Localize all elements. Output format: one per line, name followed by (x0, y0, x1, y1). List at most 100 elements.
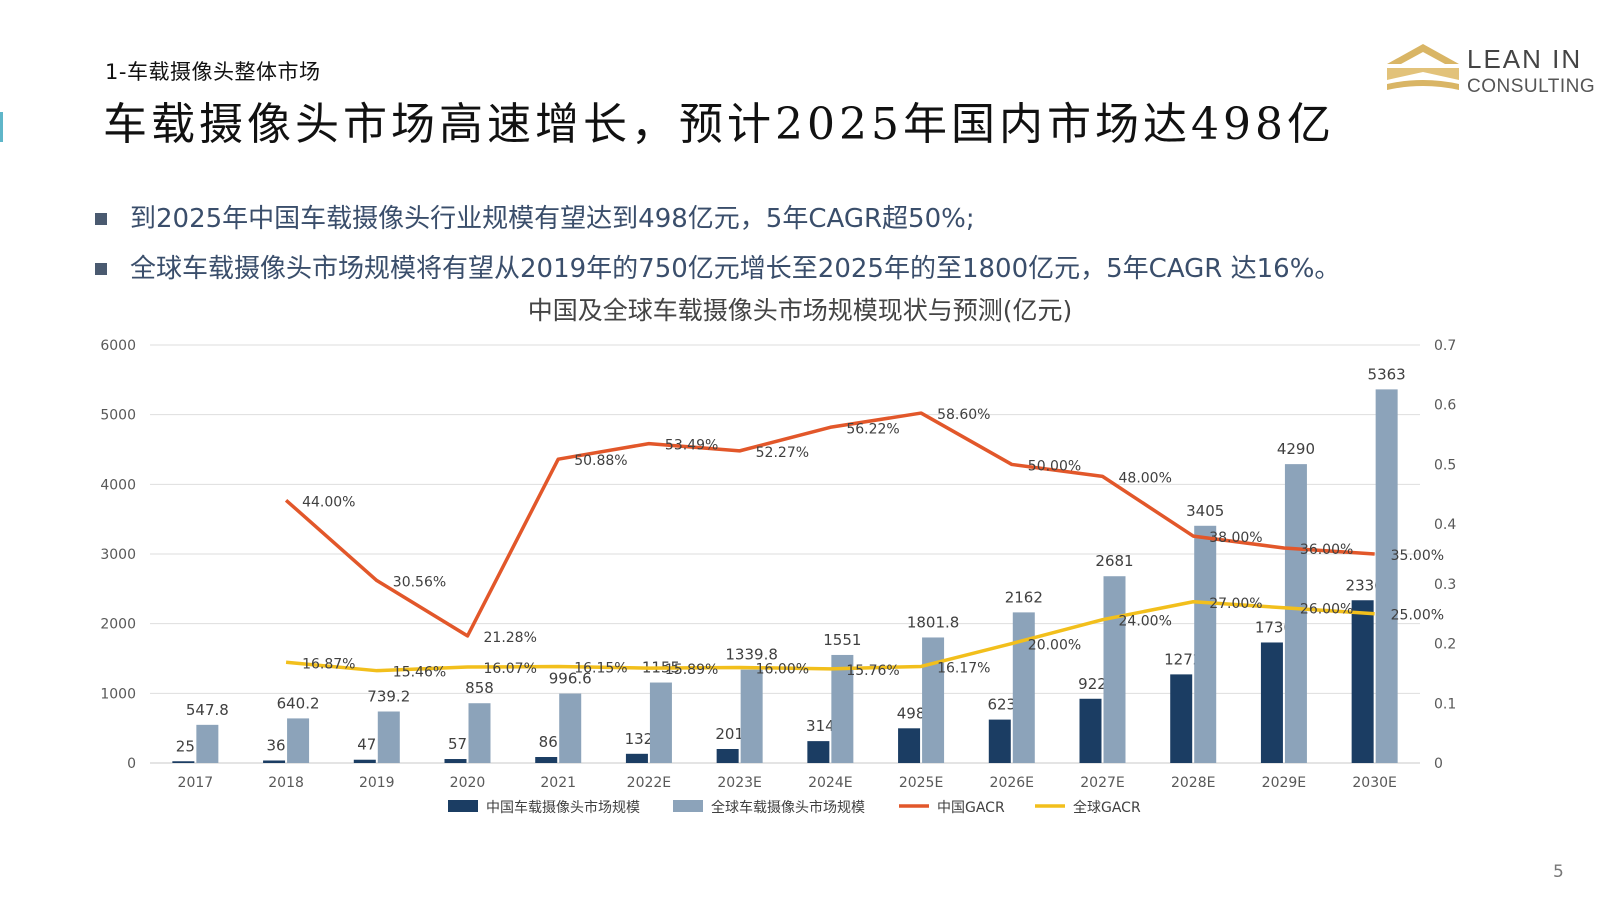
logo-word-consulting: CONSULTING (1467, 76, 1596, 97)
china-market-bar (444, 759, 467, 763)
global-market-bar (831, 654, 854, 763)
global-gacr-data-label: 16.15% (574, 661, 627, 677)
global-gacr-data-label: 16.07% (484, 661, 537, 677)
china-bar-data-label: 57 (448, 735, 467, 753)
global-bar-data-label: 5363 (1368, 365, 1406, 383)
china-market-bar (1260, 642, 1283, 763)
x-axis-tick-label: 2030E (1352, 775, 1396, 791)
global-bar-data-label: 1339.8 (725, 646, 778, 664)
global-market-bar (559, 693, 582, 763)
bullet-item: 全球车载摄像头市场规模将有望从2019年的750亿元增长至2025年的至1800… (95, 246, 1340, 292)
china-market-bar (807, 741, 830, 763)
page-title: 车载摄像头市场高速增长，预计2025年国内市场达498亿 (103, 99, 1335, 150)
china-gacr-data-label: 30.56% (393, 575, 446, 591)
lean-in-logo-icon (1387, 44, 1459, 90)
logo-word-lean-in: LEAN IN (1467, 44, 1583, 74)
china-gacr-data-label: 50.00% (1028, 458, 1081, 474)
y2-axis-tick-label: 0.2 (1434, 637, 1456, 653)
global-bar-data-label: 3405 (1186, 502, 1224, 520)
china-market-bar (535, 757, 558, 763)
china-bar-data-label: 86 (539, 733, 558, 751)
y2-axis-tick-label: 0.1 (1434, 696, 1456, 712)
global-market-bar (740, 669, 763, 763)
china-bar-data-label: 2336 (1346, 576, 1384, 594)
x-axis-tick-label: 2023E (717, 775, 761, 791)
bullet-item: 到2025年中国车载摄像头行业规模有望达到498亿元，5年CAGR超50%; (95, 196, 1340, 242)
global-gacr-data-label: 25.00% (1391, 608, 1444, 624)
x-axis-tick-label: 2018 (268, 775, 304, 791)
china-bar-data-label: 623 (987, 696, 1016, 714)
china-gacr-data-label: 48.00% (1119, 470, 1172, 486)
global-bar-data-label: 640.2 (277, 694, 320, 712)
y-axis-tick-label: 3000 (100, 547, 136, 563)
x-axis-tick-label: 2025E (899, 775, 943, 791)
legend-swatch (448, 800, 478, 812)
china-market-bar (172, 761, 195, 763)
china-market-bar (353, 759, 376, 763)
global-market-bar (377, 711, 400, 763)
china-bar-data-label: 47 (357, 736, 376, 754)
bullet-text: 到2025年中国车载摄像头行业规模有望达到498亿元，5年CAGR超50%; (130, 204, 975, 234)
x-axis-tick-label: 2021 (540, 775, 576, 791)
china-bar-data-label: 498 (897, 704, 926, 722)
china-gacr-data-label: 38.00% (1209, 530, 1262, 546)
china-bar-data-label: 132 (625, 730, 654, 748)
china-market-bar (1351, 600, 1374, 763)
china-gacr-data-label: 50.88% (574, 453, 627, 469)
china-market-bar (625, 753, 648, 763)
x-axis-tick-label: 2026E (990, 775, 1034, 791)
global-gacr-data-label: 15.46% (393, 665, 446, 681)
global-gacr-data-label: 15.76% (846, 663, 899, 679)
global-market-bar (922, 637, 945, 763)
y-axis-tick-label: 4000 (100, 477, 136, 493)
x-axis-tick-label: 2020 (450, 775, 486, 791)
global-gacr-data-label: 16.87% (302, 656, 355, 672)
global-bar-data-label: 2162 (1005, 588, 1043, 606)
legend-entry: 全球车载摄像头市场规模 (711, 799, 865, 816)
global-bar-data-label: 858 (465, 679, 494, 697)
global-market-bar (1375, 389, 1398, 763)
y2-axis-tick-label: 0.3 (1434, 577, 1456, 593)
china-market-bar (988, 719, 1011, 763)
china-bar-data-label: 1730 (1255, 618, 1293, 636)
global-gacr-data-label: 20.00% (1028, 638, 1081, 654)
y-axis-tick-label: 1000 (100, 686, 136, 702)
global-gacr-data-label: 24.00% (1119, 614, 1172, 630)
global-gacr-data-label: 26.00% (1300, 602, 1353, 618)
x-axis-tick-label: 2028E (1171, 775, 1215, 791)
y2-axis-tick-label: 0.6 (1434, 398, 1456, 414)
global-bar-data-label: 547.8 (186, 701, 229, 719)
bullet-list: 到2025年中国车载摄像头行业规模有望达到498亿元，5年CAGR超50%; 全… (95, 196, 1340, 292)
china-gacr-data-label: 35.00% (1391, 548, 1444, 564)
china-market-bar (263, 760, 286, 763)
china-market-bar (1079, 698, 1102, 763)
global-bar-data-label: 739.2 (367, 688, 410, 706)
y-axis-tick-label: 6000 (100, 338, 136, 354)
global-bar-data-label: 1551 (823, 631, 861, 649)
china-gacr-data-label: 44.00% (302, 494, 355, 510)
china-gacr-data-label: 52.27% (756, 445, 809, 461)
square-bullet-icon (95, 213, 107, 225)
y-axis-tick-label: 5000 (100, 408, 136, 424)
china-bar-data-label: 25 (176, 737, 195, 755)
y2-axis-tick-label: 0 (1434, 756, 1443, 772)
x-axis-tick-label: 2019 (359, 775, 395, 791)
x-axis-tick-label: 2027E (1080, 775, 1124, 791)
global-market-bar (287, 718, 310, 763)
global-market-bar (196, 724, 219, 763)
logo-body (1387, 68, 1459, 80)
y2-axis-tick-label: 0.4 (1434, 517, 1456, 533)
y-axis-tick-label: 2000 (100, 617, 136, 633)
left-accent-bar (0, 112, 3, 142)
china-bar-data-label: 1272 (1164, 650, 1202, 668)
legend-entry: 中国车载摄像头市场规模 (486, 799, 640, 816)
section-label: 1-车载摄像头整体市场 (105, 60, 321, 84)
x-axis-tick-label: 2017 (178, 775, 214, 791)
china-bar-data-label: 922 (1078, 675, 1107, 693)
logo-base (1387, 80, 1459, 90)
china-market-bar (1170, 674, 1193, 763)
x-axis-tick-label: 2024E (808, 775, 852, 791)
china-gacr-data-label: 36.00% (1300, 542, 1353, 558)
global-market-bar (1012, 612, 1035, 763)
